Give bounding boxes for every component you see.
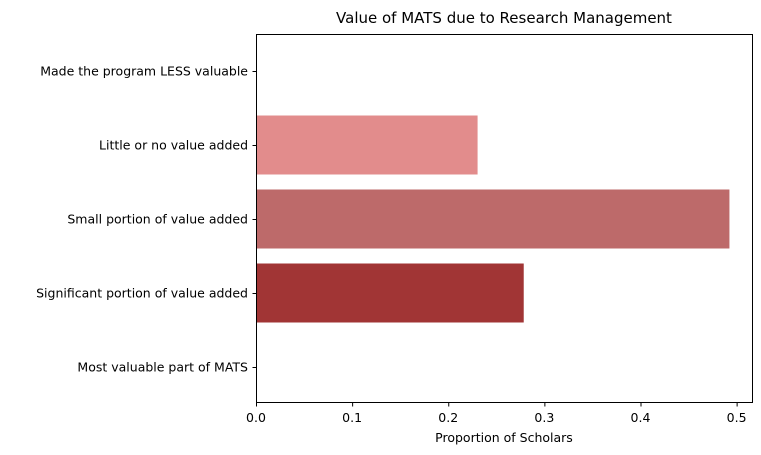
- x-tick-label: 0.3: [534, 410, 554, 425]
- bars-group: [256, 115, 730, 323]
- x-tick-label: 0.1: [342, 410, 362, 425]
- x-tick-label: 0.2: [438, 410, 458, 425]
- y-axis: Made the program LESS valuable Little or …: [36, 64, 257, 375]
- chart-title: Value of MATS due to Research Management: [336, 9, 672, 27]
- x-tick-label: 0.5: [727, 410, 747, 425]
- bar: [256, 115, 478, 175]
- x-tick-label: 0.4: [631, 410, 651, 425]
- bar: [256, 189, 730, 249]
- x-tick-label: 0.0: [246, 410, 266, 425]
- y-tick-label: Most valuable part of MATS: [77, 360, 248, 375]
- y-tick-label: Made the program LESS valuable: [40, 64, 248, 79]
- y-tick-label: Little or no value added: [99, 138, 248, 153]
- x-axis: 0.0 0.1 0.2 0.3 0.4 0.5: [246, 402, 747, 425]
- plot-frame: [256, 34, 753, 403]
- y-tick-label: Significant portion of value added: [36, 286, 248, 301]
- bar: [256, 263, 524, 323]
- y-tick-label: Small portion of value added: [67, 212, 248, 227]
- x-axis-title: Proportion of Scholars: [435, 430, 573, 445]
